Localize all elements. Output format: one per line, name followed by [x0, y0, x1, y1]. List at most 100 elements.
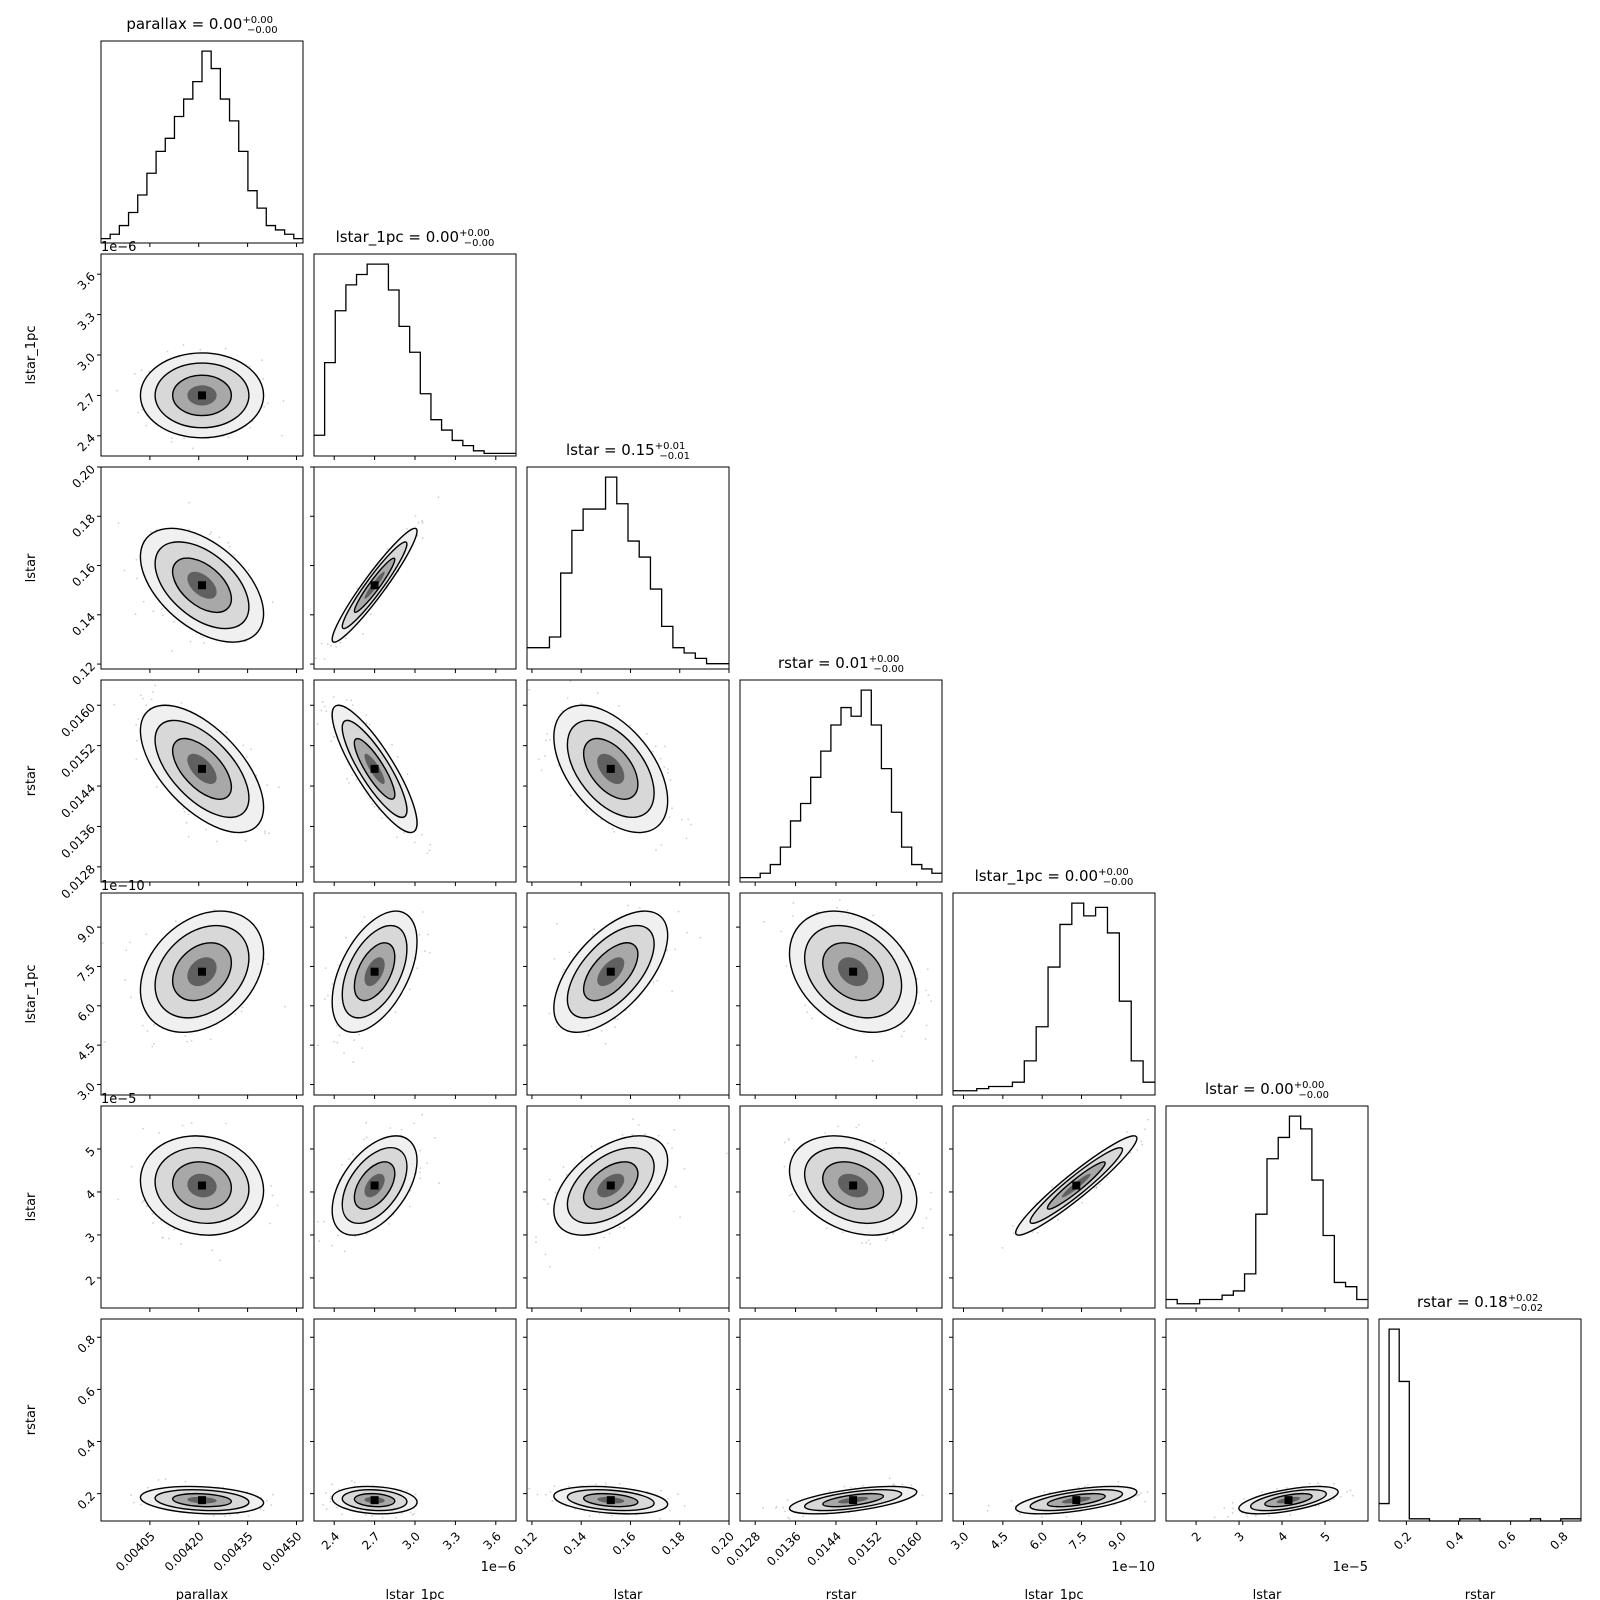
sample-point [135, 723, 138, 726]
panel-frame [100, 466, 304, 670]
sample-point [125, 949, 128, 951]
density-peak [606, 764, 615, 773]
sample-point [270, 1184, 273, 1187]
panel-rstar-vs-parallax [100, 1318, 304, 1522]
hist-frame-3 [739, 679, 943, 883]
sample-point [130, 1165, 133, 1168]
sample-point [316, 723, 319, 725]
panel-title-6: rstar = 0.18+0.02 −0.02 [1417, 1293, 1543, 1314]
sample-point [1140, 1140, 1143, 1143]
sample-point [546, 732, 549, 735]
sample-point [352, 1153, 354, 1156]
hist-frame-1 [313, 253, 517, 457]
panel-rstar-vs-lstar [526, 1318, 730, 1522]
sample-point [855, 1126, 858, 1129]
sample-point [242, 744, 245, 747]
sample-point [333, 696, 335, 698]
sample-point [365, 722, 368, 725]
sample-point [153, 1024, 155, 1026]
sample-point [211, 1249, 214, 1252]
hist-frame-0 [100, 40, 304, 244]
sample-point [930, 1191, 932, 1194]
sample-point [278, 786, 280, 789]
sample-point [224, 1515, 227, 1517]
sample-point [960, 1484, 962, 1486]
panel-frame [100, 679, 304, 883]
sample-point [262, 1509, 265, 1512]
sample-point [153, 1043, 155, 1045]
sample-point [793, 1210, 795, 1213]
sample-point [135, 739, 138, 742]
sample-point [656, 979, 659, 982]
sample-point [103, 1040, 106, 1043]
sample-point [117, 1198, 120, 1201]
sample-point [901, 1483, 904, 1486]
sample-point [262, 377, 265, 380]
density-peak [849, 1181, 858, 1190]
sample-point [565, 1173, 568, 1176]
sample-point [916, 977, 919, 980]
sample-point [885, 1142, 888, 1145]
sample-point [157, 1479, 160, 1481]
sample-point [618, 1226, 621, 1228]
sample-point [419, 1167, 422, 1169]
sample-point [671, 1147, 673, 1150]
sample-point [883, 1147, 885, 1150]
sample-point [406, 880, 408, 882]
sample-point [271, 1194, 274, 1197]
sample-point [161, 1237, 164, 1239]
sample-point [205, 828, 208, 831]
sample-point [598, 1246, 601, 1249]
sample-point [354, 1235, 356, 1238]
sample-point [725, 1152, 728, 1155]
sample-point [345, 699, 348, 701]
sample-point [428, 849, 431, 852]
sample-point [142, 697, 144, 700]
sample-point [426, 852, 429, 854]
sample-point [426, 933, 429, 936]
sample-point [139, 694, 142, 697]
sample-point [225, 731, 228, 734]
sample-point [269, 1222, 271, 1225]
sample-point [135, 758, 138, 761]
sample-point [869, 1243, 872, 1245]
panel-rstar-vs-lstar_1pc [313, 1318, 517, 1522]
sample-point [318, 1240, 321, 1243]
sample-point [321, 701, 324, 703]
sample-point [322, 1503, 324, 1506]
sample-point [421, 833, 423, 836]
sample-point [674, 948, 677, 951]
sample-point [212, 1514, 215, 1517]
panel-frame [739, 892, 943, 1096]
sample-point [426, 1162, 428, 1165]
sample-point [886, 1237, 889, 1240]
sample-point [871, 1059, 874, 1062]
sample-point [351, 774, 353, 776]
hist-frame-2 [526, 466, 730, 670]
sample-point [152, 691, 154, 693]
sample-point [130, 1494, 133, 1496]
sample-point [1012, 1225, 1014, 1227]
sample-point [330, 1495, 332, 1498]
sample-point [396, 756, 399, 758]
density-peak [1072, 1181, 1081, 1190]
sample-point [330, 645, 332, 647]
sample-point [893, 1484, 896, 1486]
sample-point [598, 1512, 601, 1515]
sample-point [101, 942, 104, 944]
sample-point [843, 1485, 846, 1488]
sample-point [666, 949, 668, 952]
sample-point [266, 784, 269, 786]
sample-point [245, 756, 248, 758]
histogram-parallax-0 [101, 50, 303, 240]
sample-point [188, 501, 191, 504]
sample-point [792, 902, 795, 904]
sample-point [116, 389, 118, 392]
sample-point [403, 831, 406, 834]
sample-point [570, 794, 572, 797]
sample-point [373, 805, 376, 808]
sample-point [632, 1118, 634, 1120]
panel-title-3: rstar = 0.01+0.00 −0.00 [778, 654, 904, 675]
sample-point [413, 1122, 415, 1125]
sample-point [249, 426, 252, 429]
